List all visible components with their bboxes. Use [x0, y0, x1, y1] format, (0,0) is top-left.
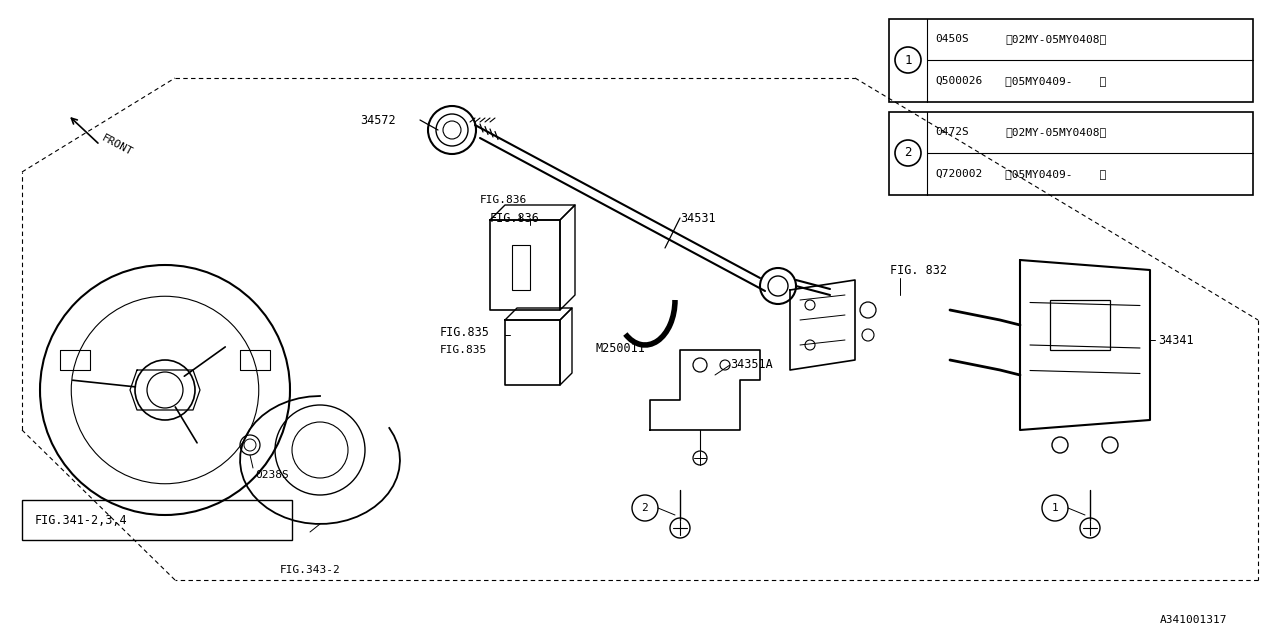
Text: 34572: 34572 — [360, 113, 396, 127]
Bar — [1050, 300, 1110, 350]
Text: FIG.835: FIG.835 — [440, 345, 488, 355]
Text: 34341: 34341 — [1158, 333, 1194, 346]
Text: FIG. 832: FIG. 832 — [890, 264, 947, 276]
Bar — [890, 112, 1253, 195]
Text: Q500026: Q500026 — [934, 76, 982, 86]
Text: 2: 2 — [641, 503, 649, 513]
Text: M250011: M250011 — [595, 342, 645, 355]
Text: 。05MY0409-    〃: 。05MY0409- 〃 — [1005, 76, 1106, 86]
Text: 。02MY-05MY0408〃: 。02MY-05MY0408〃 — [1005, 34, 1106, 44]
Text: 1: 1 — [1052, 503, 1059, 513]
Text: 。05MY0409-    〃: 。05MY0409- 〃 — [1005, 169, 1106, 179]
Text: 34531: 34531 — [680, 211, 716, 225]
Bar — [890, 19, 1253, 102]
Text: 2: 2 — [904, 147, 911, 159]
Text: Q720002: Q720002 — [934, 169, 982, 179]
Text: FIG.836: FIG.836 — [490, 211, 540, 225]
Text: FIG.343-2: FIG.343-2 — [280, 565, 340, 575]
Text: FIG.835: FIG.835 — [440, 326, 490, 339]
Text: A341001317: A341001317 — [1160, 615, 1228, 625]
Text: 34351A: 34351A — [730, 358, 773, 371]
Bar — [512, 245, 530, 290]
Text: 。02MY-05MY0408〃: 。02MY-05MY0408〃 — [1005, 127, 1106, 137]
Text: 0472S: 0472S — [934, 127, 969, 137]
Text: 0238S: 0238S — [255, 470, 289, 480]
Text: FIG.836: FIG.836 — [480, 195, 527, 205]
Text: 1: 1 — [904, 54, 911, 67]
Bar — [22, 500, 292, 540]
Text: FRONT: FRONT — [100, 132, 134, 157]
Text: FIG.341-2,3,4: FIG.341-2,3,4 — [35, 513, 128, 527]
Text: 0450S: 0450S — [934, 34, 969, 44]
